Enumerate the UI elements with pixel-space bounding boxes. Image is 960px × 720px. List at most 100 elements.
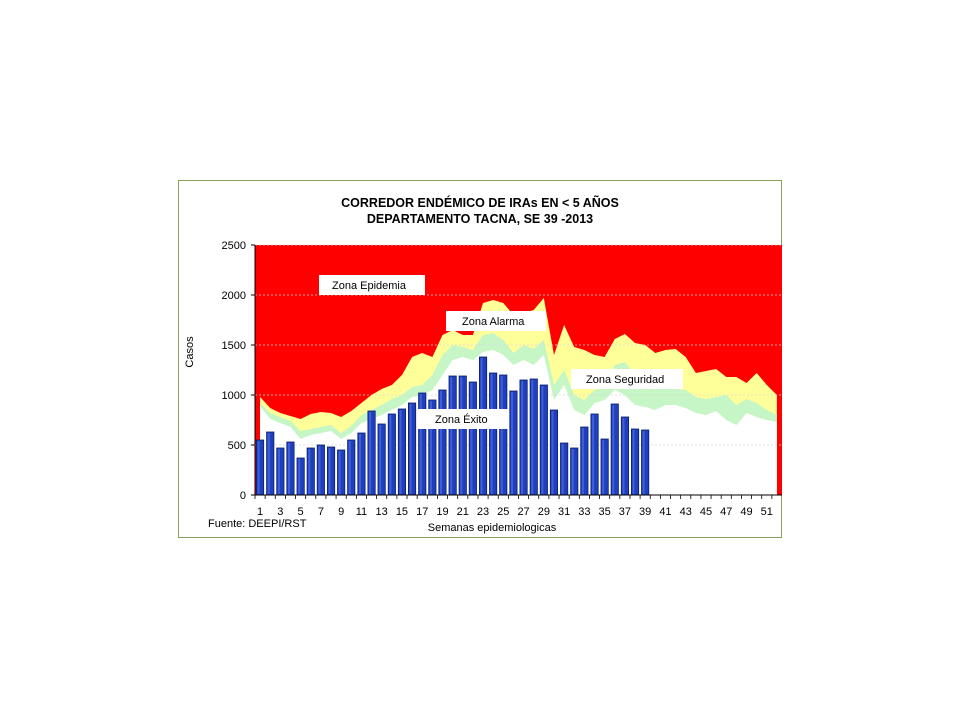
y-tick-label: 2500 — [222, 240, 246, 252]
bar-highlight — [348, 441, 351, 494]
x-tick-label: 45 — [700, 506, 712, 518]
zone-label-alarma-box — [446, 311, 546, 331]
bar-highlight — [318, 446, 321, 494]
x-tick-label: 37 — [619, 506, 631, 518]
source-note: Fuente: DEEPI/RST — [208, 518, 307, 530]
bar-week-38 — [631, 428, 640, 496]
bar-highlight — [561, 444, 564, 494]
x-tick-label: 15 — [396, 506, 408, 518]
bar-highlight — [399, 410, 402, 494]
x-tick-label: 47 — [720, 506, 732, 518]
x-tick-label: 17 — [416, 506, 428, 518]
bar-highlight — [602, 440, 605, 494]
x-tick-label: 21 — [457, 506, 469, 518]
bar-week-31 — [560, 442, 569, 496]
x-tick-label: 25 — [497, 506, 509, 518]
bar-highlight — [511, 392, 513, 494]
bar-highlight — [450, 377, 453, 494]
bar-week-19 — [438, 389, 447, 496]
bar-highlight — [298, 459, 301, 494]
bar-highlight — [470, 383, 473, 494]
zone-label-epidemia: Zona Epidemia — [332, 280, 407, 292]
bar-week-3 — [276, 447, 285, 496]
bar-week-29 — [539, 384, 548, 496]
bar-highlight — [288, 443, 290, 494]
bar-highlight — [460, 377, 463, 494]
bar-week-39 — [641, 429, 650, 496]
bar-highlight — [419, 394, 422, 494]
bar-highlight — [500, 376, 503, 494]
bar-highlight — [440, 391, 442, 494]
bar-week-2 — [266, 431, 275, 496]
bar-highlight — [257, 441, 260, 494]
y-tick-label: 500 — [228, 440, 246, 452]
zone-label-seguridad-box — [571, 369, 683, 389]
bar-week-37 — [620, 416, 629, 496]
bar-week-24 — [489, 372, 498, 496]
bar-week-8 — [326, 446, 336, 496]
bar-week-12 — [367, 410, 376, 496]
x-tick-label: 19 — [436, 506, 448, 518]
y-tick-label: 2000 — [222, 290, 246, 302]
bar-highlight — [612, 405, 615, 494]
x-tick-label: 23 — [477, 506, 489, 518]
x-tick-label: 27 — [517, 506, 529, 518]
bar-week-32 — [570, 447, 579, 496]
zone-label-exito-box — [418, 409, 508, 429]
bar-highlight — [429, 401, 432, 494]
bar-highlight — [592, 415, 595, 494]
bar-week-4 — [286, 441, 295, 496]
bar-week-21 — [458, 375, 467, 496]
x-tick-label: 41 — [659, 506, 671, 518]
bar-week-22 — [468, 381, 477, 496]
y-axis-label: Casos — [184, 336, 196, 368]
y-tick-label: 0 — [240, 490, 246, 502]
bar-week-20 — [448, 375, 457, 496]
bar-highlight — [267, 433, 270, 494]
bar-week-34 — [590, 413, 599, 496]
bar-highlight — [277, 449, 280, 494]
bar-week-6 — [306, 447, 315, 496]
bar-week-36 — [610, 403, 619, 496]
bar-week-27 — [519, 379, 528, 496]
zone-label-alarma: Zona Alarma — [462, 316, 525, 328]
bar-highlight — [338, 451, 341, 494]
x-tick-label: 9 — [338, 506, 344, 518]
zone-label-epidemia-box — [319, 275, 425, 295]
bar-highlight — [531, 380, 534, 494]
bar-week-16 — [407, 402, 417, 496]
bar-highlight — [632, 430, 635, 494]
bar-week-15 — [397, 408, 406, 496]
bar-highlight — [359, 434, 361, 494]
bar-week-10 — [347, 439, 356, 496]
bar-highlight — [369, 412, 372, 494]
y-tick-label: 1500 — [222, 340, 246, 352]
bar-week-35 — [600, 438, 609, 496]
x-tick-label: 35 — [599, 506, 611, 518]
bar-highlight — [328, 448, 331, 494]
bar-week-7 — [316, 444, 325, 496]
x-tick-label: 51 — [761, 506, 773, 518]
bar-highlight — [622, 418, 625, 494]
bar-highlight — [379, 425, 382, 494]
zone-label-exito: Zona Éxito — [435, 413, 488, 426]
x-axis-label: Semanas epidemiologicas — [428, 522, 557, 534]
x-tick-label: 33 — [578, 506, 590, 518]
zone-label-seguridad: Zona Seguridad — [586, 374, 664, 386]
x-tick-label: 39 — [639, 506, 651, 518]
bar-highlight — [308, 449, 311, 494]
x-tick-label: 49 — [740, 506, 752, 518]
bar-week-26 — [509, 390, 518, 496]
bar-highlight — [409, 404, 412, 494]
x-tick-label: 43 — [680, 506, 692, 518]
bar-week-28 — [529, 378, 538, 496]
x-tick-label: 1 — [257, 506, 263, 518]
x-tick-label: 31 — [558, 506, 570, 518]
bar-highlight — [541, 386, 544, 494]
x-tick-label: 5 — [298, 506, 304, 518]
x-tick-label: 29 — [538, 506, 550, 518]
y-tick-label: 1000 — [222, 390, 246, 402]
bar-week-17 — [418, 392, 427, 496]
bar-highlight — [521, 381, 524, 494]
